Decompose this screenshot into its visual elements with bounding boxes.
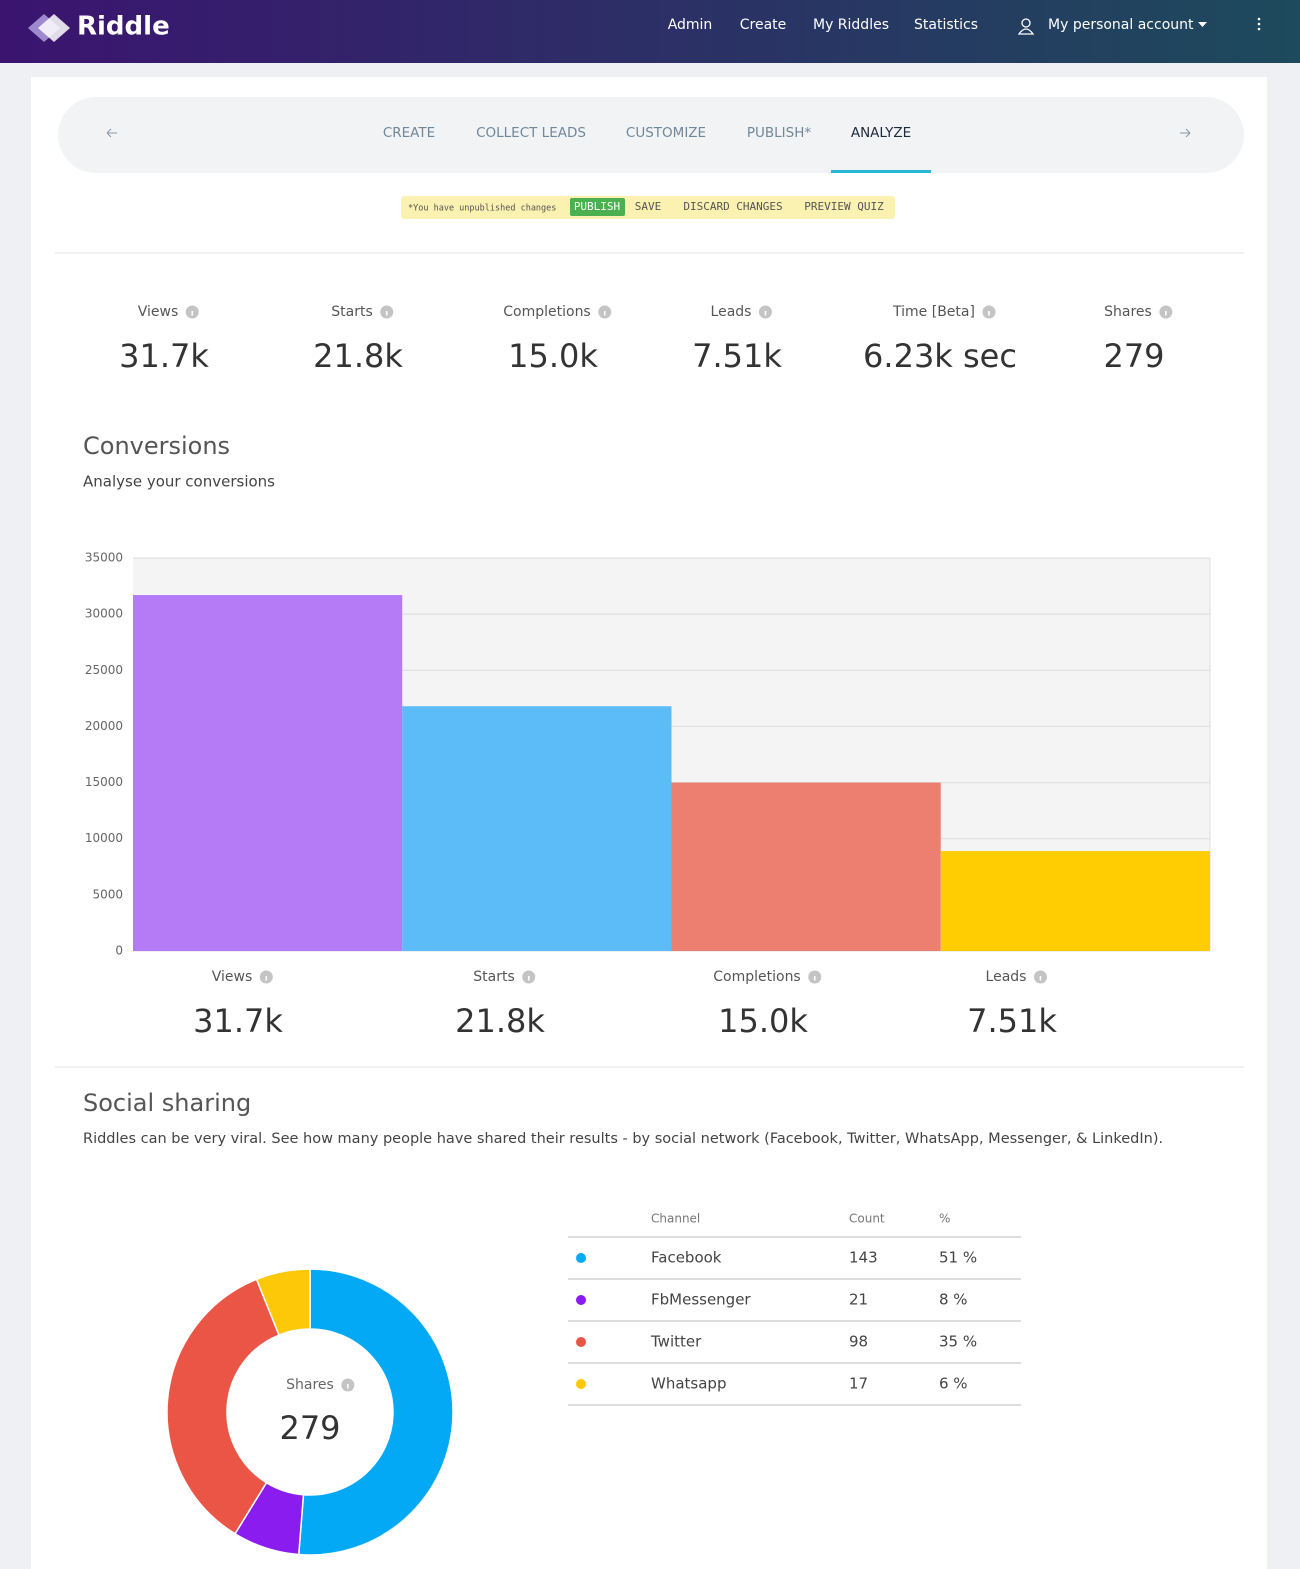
x-category-label: Views (212, 969, 253, 985)
top-bar (0, 0, 1300, 63)
logo-icon (28, 14, 70, 42)
nav-link[interactable]: My Riddles (813, 17, 889, 33)
bar (671, 782, 941, 951)
channel-dot (576, 1295, 586, 1305)
section-subtitle: Analyse your conversions (83, 473, 275, 491)
logo-text[interactable]: Riddle (77, 12, 170, 42)
notice-action[interactable]: PREVIEW QUIZ (804, 200, 884, 213)
donut-segment (297, 1268, 454, 1556)
next-arrow[interactable] (1180, 128, 1191, 138)
y-tick-label: 0 (115, 944, 123, 958)
notice-action[interactable]: DISCARD CHANGES (683, 200, 782, 213)
prev-arrow[interactable] (106, 128, 117, 138)
bar (940, 851, 1210, 951)
y-tick-label: 5000 (92, 887, 123, 901)
stat-value: 15.0k (508, 337, 598, 375)
stat-value: 7.51k (692, 337, 782, 375)
tab-bar (58, 97, 1244, 173)
stat-label: Leads (711, 304, 752, 320)
donut-label: Shares (286, 1377, 334, 1393)
section-title: Conversions (83, 432, 230, 460)
channel-percent: 35 % (939, 1333, 977, 1351)
y-tick-label: 35000 (85, 551, 123, 565)
donut-segment (166, 1278, 280, 1535)
x-category-label: Starts (473, 969, 515, 985)
channel-percent: 6 % (939, 1375, 968, 1393)
donut-value: 279 (279, 1409, 340, 1447)
y-tick-label: 20000 (85, 719, 123, 733)
stat-label: Shares (1104, 304, 1152, 320)
stat-value: 279 (1103, 337, 1164, 375)
stat-value: 6.23k sec (863, 337, 1017, 375)
account-menu[interactable]: My personal account (1048, 17, 1194, 33)
bar (402, 706, 672, 951)
section-subtitle: Riddles can be very viral. See how many … (83, 1131, 1163, 1147)
notice-bar (401, 196, 895, 219)
channel-count: 98 (849, 1333, 868, 1351)
y-tick-label: 25000 (85, 663, 123, 677)
stat-label: Completions (503, 304, 590, 320)
notice-action[interactable]: PUBLISH (574, 200, 620, 213)
y-tick-label: 30000 (85, 607, 123, 621)
y-tick-label: 10000 (85, 831, 123, 845)
channel-dot (576, 1253, 586, 1263)
summary-value: 31.7k (193, 1002, 283, 1040)
tab[interactable]: CUSTOMIZE (626, 125, 706, 141)
section-title: Social sharing (83, 1089, 251, 1117)
donut-segment (255, 1268, 311, 1336)
notice-text: *You have unpublished changes (408, 204, 556, 214)
stat-label: Starts (331, 304, 373, 320)
nav-link[interactable]: Create (740, 17, 787, 33)
channel-count: 17 (849, 1375, 868, 1393)
stat-label: Time [Beta] (892, 304, 975, 320)
stat-value: 21.8k (313, 337, 403, 375)
tab[interactable]: COLLECT LEADS (476, 125, 586, 141)
channel-dot (576, 1379, 586, 1389)
table-header: Count (849, 1212, 885, 1226)
channel-count: 143 (849, 1249, 878, 1267)
summary-value: 7.51k (967, 1002, 1057, 1040)
user-icon (1017, 18, 1035, 35)
channel-percent: 51 % (939, 1249, 977, 1267)
tab[interactable]: ANALYZE (851, 125, 911, 141)
kebab-menu[interactable] (1257, 17, 1261, 31)
channel-name: Whatsapp (651, 1375, 726, 1393)
notice-action[interactable]: SAVE (635, 200, 662, 213)
channel-name: Twitter (650, 1333, 702, 1351)
stat-value: 31.7k (119, 337, 209, 375)
summary-value: 15.0k (718, 1002, 808, 1040)
publish-button-bg (570, 198, 625, 216)
y-tick-label: 15000 (85, 775, 123, 789)
channel-count: 21 (849, 1291, 868, 1309)
x-category-label: Completions (713, 969, 800, 985)
stat-label: Views (138, 304, 179, 320)
x-category-label: Leads (986, 969, 1027, 985)
bar (133, 595, 403, 951)
tab[interactable]: PUBLISH* (747, 125, 812, 141)
nav-link[interactable]: Statistics (914, 17, 978, 33)
caret (1198, 22, 1207, 27)
nav-link[interactable]: Admin (668, 17, 713, 33)
tab[interactable]: CREATE (383, 125, 435, 141)
channel-percent: 8 % (939, 1291, 968, 1309)
table-header: % (939, 1212, 950, 1226)
channel-name: Facebook (651, 1249, 722, 1267)
tab-underline (831, 170, 931, 173)
channel-name: FbMessenger (651, 1291, 751, 1309)
summary-value: 21.8k (455, 1002, 545, 1040)
table-header: Channel (651, 1212, 700, 1226)
channel-dot (576, 1337, 586, 1347)
